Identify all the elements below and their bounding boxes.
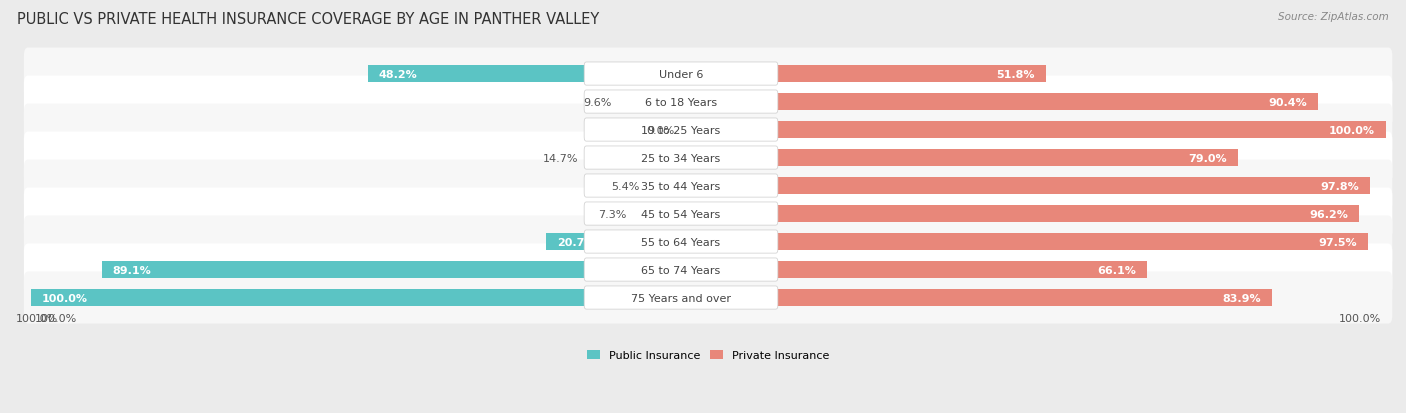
Bar bbox=[681, 66, 1046, 83]
Bar bbox=[547, 233, 681, 251]
Text: Source: ZipAtlas.com: Source: ZipAtlas.com bbox=[1278, 12, 1389, 22]
Text: 25 to 34 Years: 25 to 34 Years bbox=[641, 153, 721, 163]
Text: Under 6: Under 6 bbox=[659, 69, 703, 79]
Text: 7.3%: 7.3% bbox=[599, 209, 627, 219]
FancyBboxPatch shape bbox=[583, 259, 778, 281]
Text: 5.4%: 5.4% bbox=[610, 181, 640, 191]
FancyBboxPatch shape bbox=[583, 230, 778, 254]
Text: 0.0%: 0.0% bbox=[645, 125, 675, 135]
Bar bbox=[31, 289, 681, 306]
Text: 66.1%: 66.1% bbox=[1097, 265, 1136, 275]
FancyBboxPatch shape bbox=[583, 147, 778, 170]
Text: 51.8%: 51.8% bbox=[997, 69, 1035, 79]
FancyBboxPatch shape bbox=[583, 286, 778, 309]
Text: 97.8%: 97.8% bbox=[1320, 181, 1360, 191]
Bar bbox=[585, 150, 681, 167]
Text: 100.0%: 100.0% bbox=[42, 293, 87, 303]
FancyBboxPatch shape bbox=[583, 63, 778, 86]
Bar bbox=[681, 150, 1237, 167]
Text: 90.4%: 90.4% bbox=[1268, 97, 1308, 107]
FancyBboxPatch shape bbox=[24, 76, 1392, 128]
Bar bbox=[681, 205, 1358, 223]
Bar bbox=[681, 289, 1272, 306]
Text: 100.0%: 100.0% bbox=[17, 313, 59, 323]
FancyBboxPatch shape bbox=[583, 91, 778, 114]
Bar bbox=[681, 121, 1385, 139]
Bar bbox=[681, 233, 1368, 251]
Text: 65 to 74 Years: 65 to 74 Years bbox=[641, 265, 721, 275]
Text: 35 to 44 Years: 35 to 44 Years bbox=[641, 181, 721, 191]
Text: 55 to 64 Years: 55 to 64 Years bbox=[641, 237, 721, 247]
Text: 83.9%: 83.9% bbox=[1223, 293, 1261, 303]
FancyBboxPatch shape bbox=[24, 132, 1392, 184]
FancyBboxPatch shape bbox=[583, 119, 778, 142]
Bar bbox=[619, 94, 681, 111]
Text: 100.0%: 100.0% bbox=[1340, 313, 1382, 323]
Text: 45 to 54 Years: 45 to 54 Years bbox=[641, 209, 721, 219]
Bar bbox=[681, 94, 1317, 111]
Bar bbox=[681, 178, 1369, 195]
Text: 89.1%: 89.1% bbox=[112, 265, 152, 275]
FancyBboxPatch shape bbox=[24, 272, 1392, 324]
Bar bbox=[645, 178, 681, 195]
Bar bbox=[681, 261, 1147, 278]
Text: 100.0%: 100.0% bbox=[35, 313, 77, 323]
Bar bbox=[101, 261, 681, 278]
Text: 20.7%: 20.7% bbox=[557, 237, 596, 247]
FancyBboxPatch shape bbox=[24, 188, 1392, 240]
Text: 97.5%: 97.5% bbox=[1319, 237, 1357, 247]
Text: 75 Years and over: 75 Years and over bbox=[631, 293, 731, 303]
FancyBboxPatch shape bbox=[583, 175, 778, 198]
FancyBboxPatch shape bbox=[24, 160, 1392, 212]
Bar bbox=[634, 205, 681, 223]
Text: PUBLIC VS PRIVATE HEALTH INSURANCE COVERAGE BY AGE IN PANTHER VALLEY: PUBLIC VS PRIVATE HEALTH INSURANCE COVER… bbox=[17, 12, 599, 27]
Text: 48.2%: 48.2% bbox=[378, 69, 418, 79]
Text: 6 to 18 Years: 6 to 18 Years bbox=[645, 97, 717, 107]
FancyBboxPatch shape bbox=[24, 48, 1392, 100]
Text: 14.7%: 14.7% bbox=[543, 153, 579, 163]
Text: 96.2%: 96.2% bbox=[1309, 209, 1348, 219]
FancyBboxPatch shape bbox=[24, 104, 1392, 156]
Bar bbox=[367, 66, 681, 83]
FancyBboxPatch shape bbox=[583, 202, 778, 225]
FancyBboxPatch shape bbox=[24, 244, 1392, 296]
FancyBboxPatch shape bbox=[24, 216, 1392, 268]
Legend: Public Insurance, Private Insurance: Public Insurance, Private Insurance bbox=[582, 346, 834, 365]
Text: 79.0%: 79.0% bbox=[1188, 153, 1227, 163]
Text: 100.0%: 100.0% bbox=[1329, 125, 1375, 135]
Text: 9.6%: 9.6% bbox=[583, 97, 612, 107]
Text: 19 to 25 Years: 19 to 25 Years bbox=[641, 125, 721, 135]
